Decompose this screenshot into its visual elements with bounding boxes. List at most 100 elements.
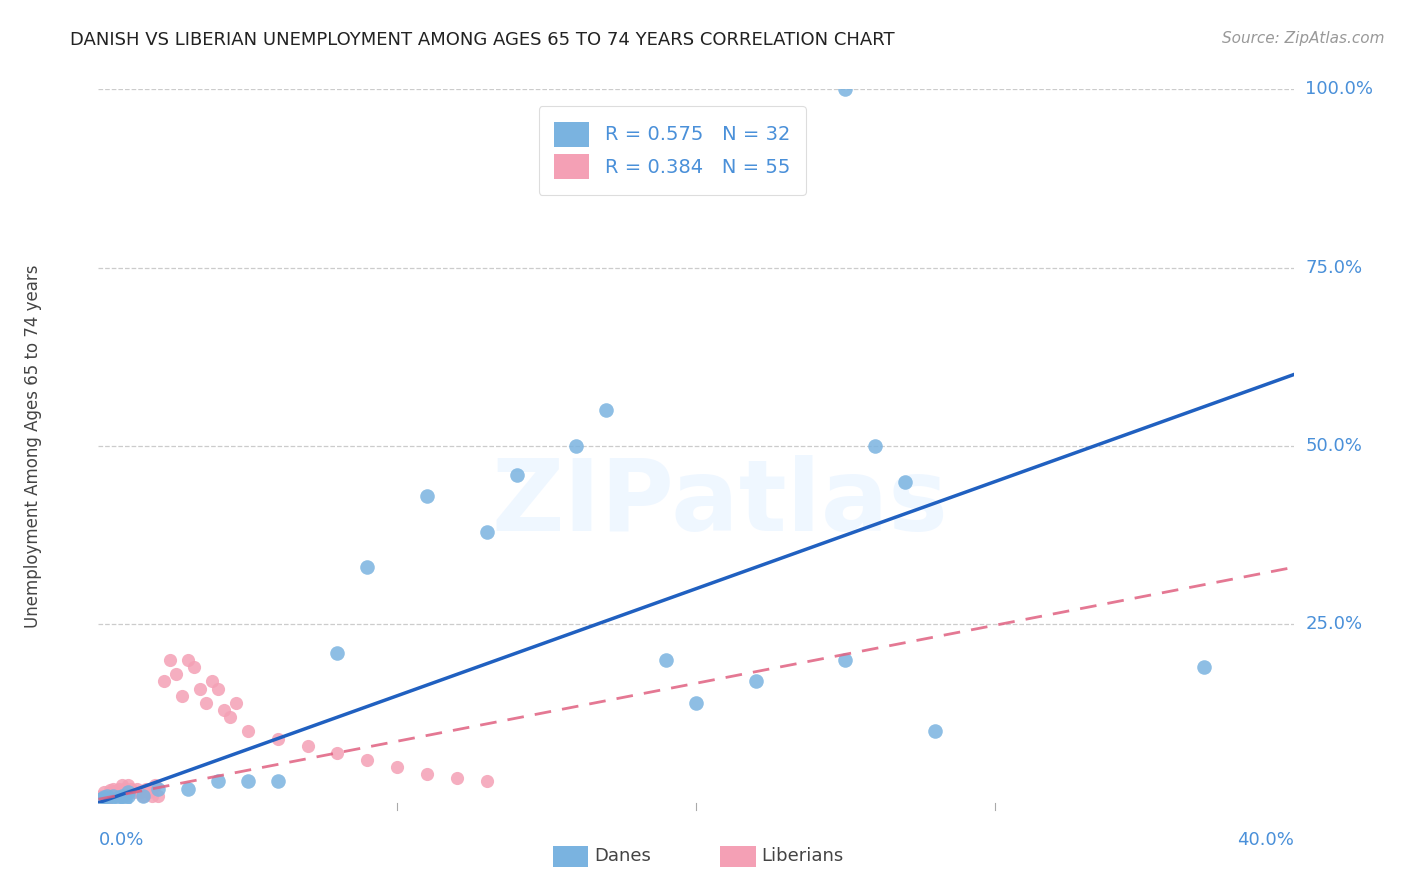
Point	[132, 789, 155, 803]
Text: 0.0%: 0.0%	[98, 831, 143, 849]
Legend: R = 0.575   N = 32, R = 0.384   N = 55: R = 0.575 N = 32, R = 0.384 N = 55	[538, 106, 806, 195]
Point	[1192, 660, 1215, 674]
Point	[90, 792, 112, 806]
Point	[103, 789, 125, 803]
Point	[117, 785, 139, 799]
Point	[745, 674, 768, 689]
Text: Source: ZipAtlas.com: Source: ZipAtlas.com	[1222, 31, 1385, 46]
Point	[326, 646, 349, 660]
Point	[195, 696, 218, 710]
Point	[446, 771, 468, 785]
Point	[108, 790, 131, 805]
Point	[96, 789, 118, 803]
Point	[143, 778, 166, 792]
Point	[924, 724, 946, 739]
Text: Danes: Danes	[595, 847, 651, 865]
Point	[416, 767, 439, 781]
Point	[416, 489, 439, 503]
Point	[207, 681, 229, 696]
Point	[148, 781, 170, 796]
Point	[103, 781, 125, 796]
Point	[159, 653, 181, 667]
Point	[117, 785, 139, 799]
Point	[267, 774, 290, 789]
FancyBboxPatch shape	[553, 846, 589, 867]
Point	[236, 724, 259, 739]
Point	[114, 781, 136, 796]
Point	[595, 403, 617, 417]
Point	[212, 703, 235, 717]
Point	[865, 439, 887, 453]
Point	[93, 790, 115, 805]
Point	[225, 696, 247, 710]
Point	[90, 789, 112, 803]
Point	[267, 731, 290, 746]
Point	[236, 774, 259, 789]
Point	[96, 792, 118, 806]
Point	[565, 439, 588, 453]
Point	[114, 789, 136, 803]
Point	[96, 789, 118, 803]
Point	[108, 789, 131, 803]
Point	[117, 778, 139, 792]
Point	[172, 689, 194, 703]
Point	[114, 792, 136, 806]
Point	[96, 792, 118, 806]
Point	[105, 789, 128, 803]
Point	[834, 82, 856, 96]
Point	[111, 785, 134, 799]
Point	[894, 475, 917, 489]
Point	[188, 681, 211, 696]
Point	[90, 792, 112, 806]
Point	[685, 696, 707, 710]
Text: DANISH VS LIBERIAN UNEMPLOYMENT AMONG AGES 65 TO 74 YEARS CORRELATION CHART: DANISH VS LIBERIAN UNEMPLOYMENT AMONG AG…	[70, 31, 896, 49]
Point	[655, 653, 678, 667]
FancyBboxPatch shape	[720, 846, 756, 867]
Text: 50.0%: 50.0%	[1306, 437, 1362, 455]
Point	[98, 783, 122, 797]
Point	[93, 790, 115, 805]
Point	[90, 792, 112, 806]
Point	[177, 781, 200, 796]
Point	[177, 653, 200, 667]
Point	[120, 781, 142, 796]
Point	[165, 667, 187, 681]
Point	[385, 760, 409, 774]
Point	[135, 781, 157, 796]
Point	[356, 753, 378, 767]
Point	[356, 560, 378, 574]
Point	[127, 781, 149, 796]
Point	[326, 746, 349, 760]
Point	[117, 789, 139, 803]
Text: 40.0%: 40.0%	[1237, 831, 1294, 849]
Point	[138, 785, 160, 799]
Point	[201, 674, 224, 689]
Point	[183, 660, 205, 674]
Point	[93, 785, 115, 799]
Text: Liberians: Liberians	[762, 847, 844, 865]
Point	[153, 674, 176, 689]
Point	[124, 785, 146, 799]
Point	[108, 781, 131, 796]
Point	[98, 787, 122, 801]
Point	[111, 778, 134, 792]
Text: 75.0%: 75.0%	[1306, 259, 1362, 277]
Point	[475, 524, 498, 539]
Point	[207, 774, 229, 789]
Text: Unemployment Among Ages 65 to 74 years: Unemployment Among Ages 65 to 74 years	[24, 264, 42, 628]
Point	[506, 467, 529, 482]
Point	[475, 774, 498, 789]
Point	[132, 789, 155, 803]
Point	[148, 789, 170, 803]
Point	[219, 710, 242, 724]
Point	[98, 792, 122, 806]
Point	[129, 785, 152, 799]
Point	[141, 789, 163, 803]
Point	[834, 653, 856, 667]
Point	[93, 792, 115, 806]
Point	[297, 739, 319, 753]
Point	[105, 785, 128, 799]
Point	[103, 785, 125, 799]
Point	[111, 789, 134, 803]
Text: ZIPatlas: ZIPatlas	[492, 455, 948, 551]
